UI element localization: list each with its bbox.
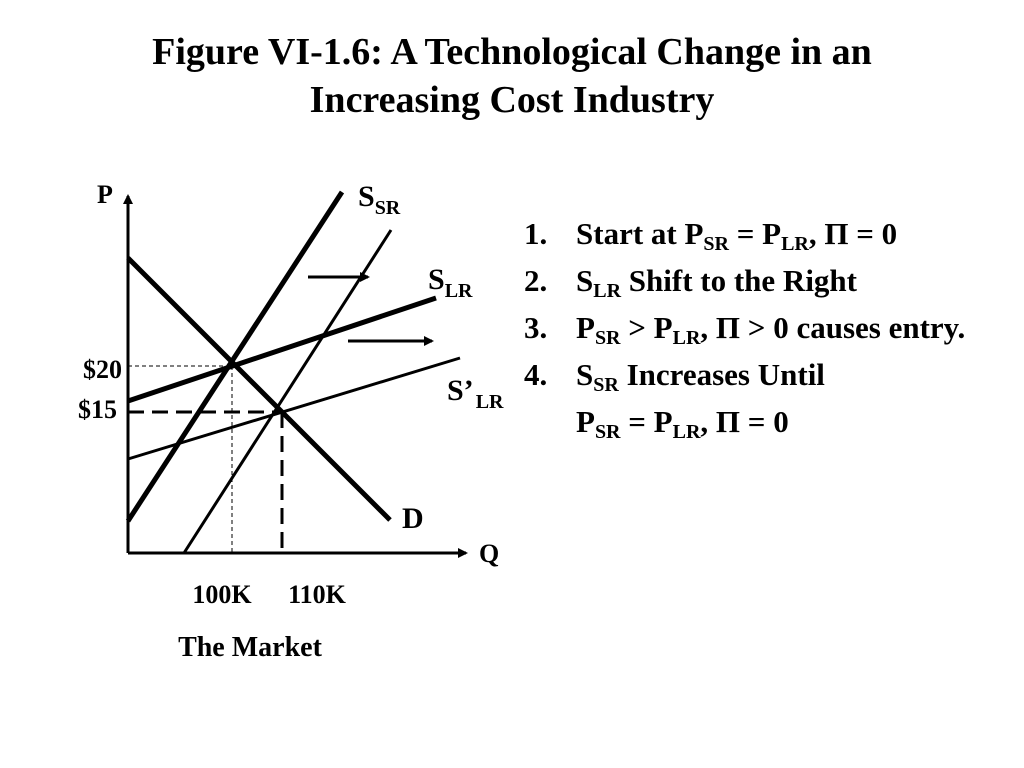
step-item: 2. SLR Shift to the Right xyxy=(524,257,1014,304)
subscript: LR xyxy=(672,421,701,443)
figure-title: Figure VI-1.6: A Technological Change in… xyxy=(0,28,1024,124)
label-new-long-run-supply: S’ LR xyxy=(447,374,504,413)
steps-list: 1. Start at PSR = PLR, Π = 0 2. SLR Shift … xyxy=(524,210,1014,445)
figure-title-line-1: Figure VI-1.6: A Technological Change in… xyxy=(152,31,872,73)
quantity-label-110k: 110K xyxy=(288,580,347,609)
step-item: 1. Start at PSR = PLR, Π = 0 xyxy=(524,210,1014,257)
quantity-label-100k: 100K xyxy=(192,580,252,609)
step-item: 3. PSR > PLR, Π > 0 causes entry. xyxy=(524,304,1014,351)
subscript: LR xyxy=(672,327,701,349)
long-run-supply-curve xyxy=(127,295,437,404)
short-run-supply-curve xyxy=(125,190,345,523)
figure-title-line-2: Increasing Cost Industry xyxy=(309,79,715,121)
step-number: 4. xyxy=(524,357,548,392)
subscript: SR xyxy=(594,327,621,349)
y-axis-label: P xyxy=(97,180,113,209)
subscript: SR xyxy=(703,233,729,255)
step-text: SSR Increases Until PSR = PLR, Π = 0 xyxy=(576,357,825,443)
price-label-15: $15 xyxy=(78,395,117,424)
subscript: LR xyxy=(781,233,809,255)
subscript: LR xyxy=(593,280,622,302)
step-text: SLR Shift to the Right xyxy=(576,263,857,302)
step-number: 2. xyxy=(524,263,548,298)
price-label-20: $20 xyxy=(83,355,122,384)
step-item: 4. SSR Increases Until PSR = PLR, Π = 0 xyxy=(524,351,1014,445)
subscript: SR xyxy=(593,374,619,396)
shifted-short-run-supply-curve xyxy=(182,229,393,554)
label-demand: D xyxy=(402,502,424,535)
x-axis-label: Q xyxy=(479,539,499,568)
graph-caption: The Market xyxy=(178,632,323,663)
step-text: Start at PSR = PLR, Π = 0 xyxy=(576,216,898,255)
demand-curve xyxy=(126,256,392,522)
label-long-run-supply: SLR xyxy=(428,263,473,302)
new-long-run-supply-curve xyxy=(127,356,461,461)
label-short-run-supply: SSR xyxy=(358,180,401,219)
step-number: 1. xyxy=(524,216,548,251)
subscript: SR xyxy=(594,421,621,443)
step-text: PSR > PLR, Π > 0 causes entry. xyxy=(576,310,966,349)
step-number: 3. xyxy=(524,310,548,345)
